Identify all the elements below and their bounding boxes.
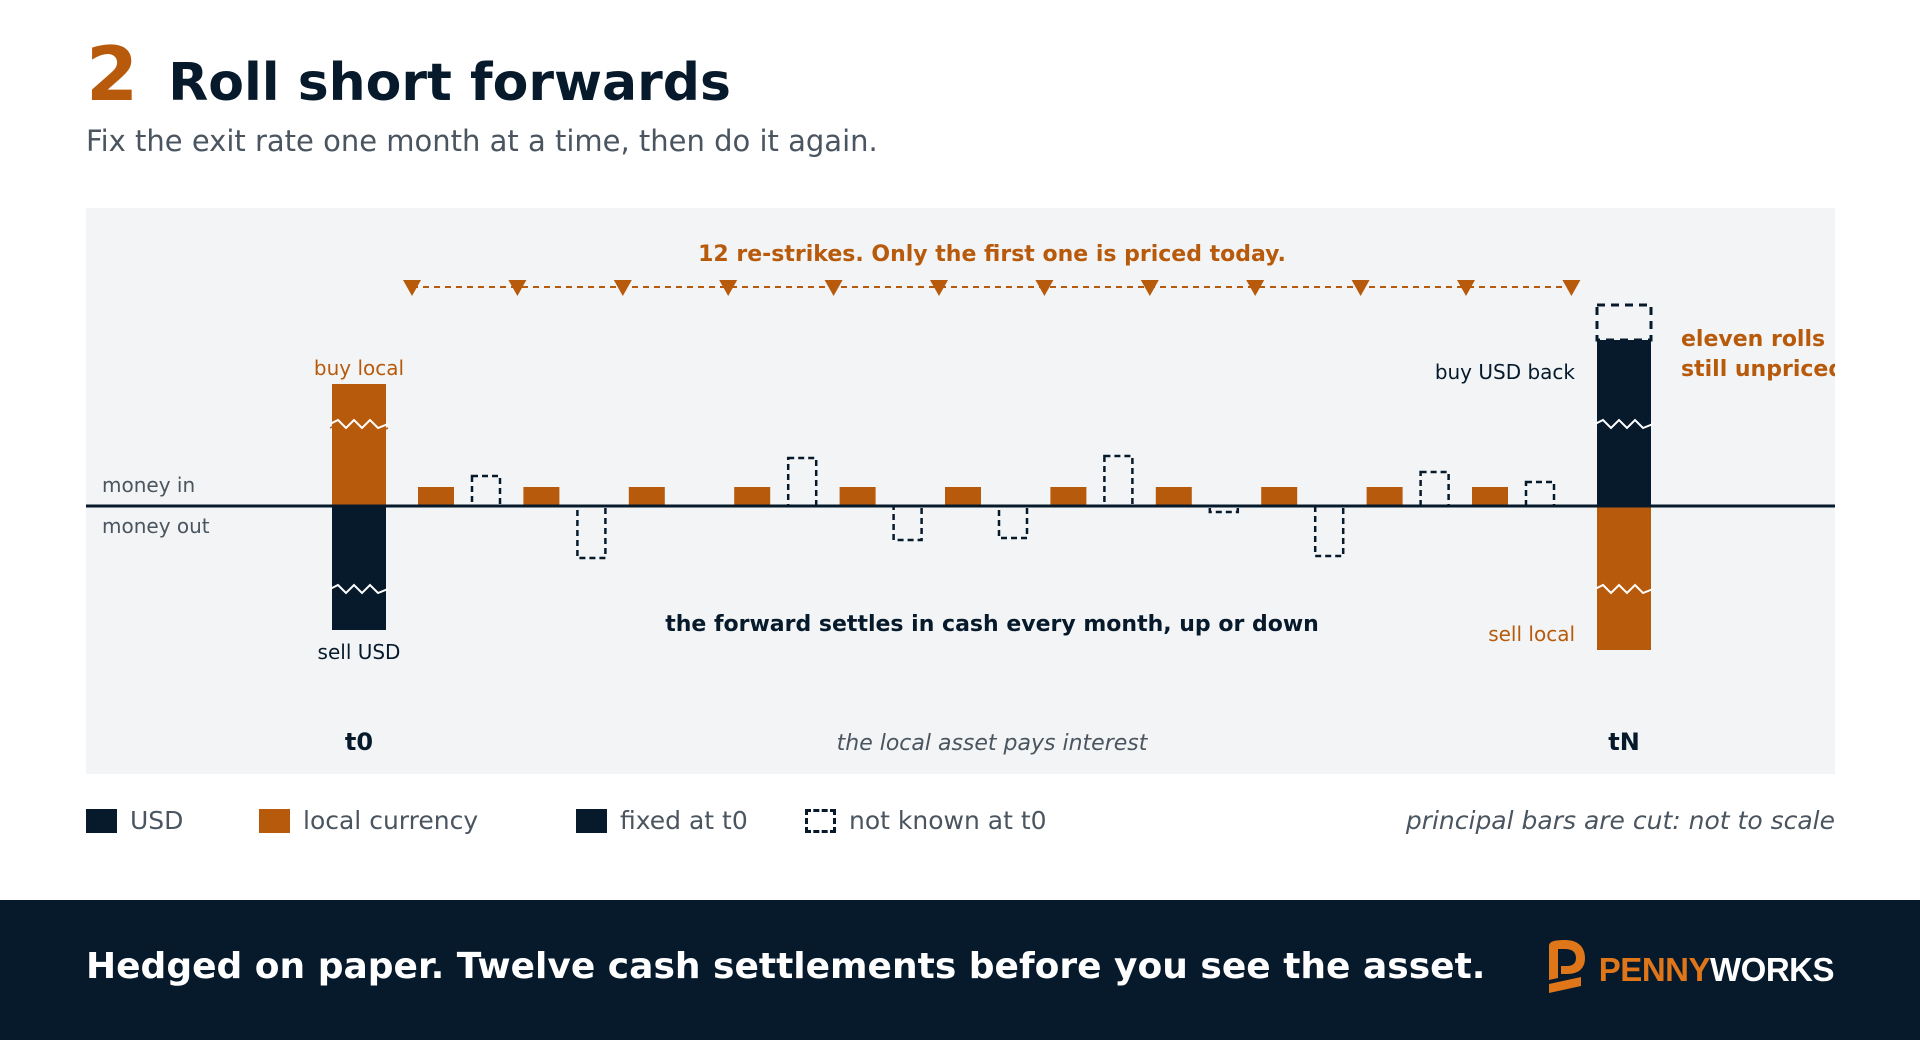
logo-part1: PENNY [1598,951,1711,988]
left-bottom-label: sell USD [318,640,401,664]
step-number: 2 [86,30,139,118]
fixed-swatch [576,808,607,833]
monthly-bars [418,454,1556,560]
page-subtitle: Fix the exit rate one month at a time, t… [86,124,878,158]
right-note-line2: still unpriced [1681,357,1835,382]
settlement-bar [1419,470,1450,508]
legend-local-label: local currency [303,806,479,835]
left-buy-local-bar [332,384,386,506]
interest-bar [1366,487,1403,506]
page-title: Roll short forwards [168,53,731,113]
interest-bar [839,487,876,506]
money-in-label: money in [102,473,195,497]
right-top-label: buy USD back [1435,360,1576,384]
right-sell-local-bar [1597,506,1651,650]
interest-bar [628,487,665,506]
usd-swatch [86,808,117,833]
restrike-marker [1246,280,1265,296]
title-row: 2 Roll short forwards [86,30,1846,118]
legend-unknown: not known at t0 [805,806,1047,835]
restrike-marker [1351,280,1370,296]
restrike-marker [613,280,632,296]
logo-part2: WORKS [1710,951,1835,988]
interest-bar [1261,487,1298,506]
left-top-label: buy local [314,356,404,380]
right-bottom-label: sell local [1488,622,1575,646]
restrike-markers [403,280,1581,296]
legend-unknown-label: not known at t0 [849,806,1047,835]
left-bottom-cut-mark [329,583,389,595]
middle-caption: the forward settles in cash every month,… [665,612,1319,637]
restrike-marker [824,280,843,296]
restrike-marker [1140,280,1159,296]
right-bottom-cut-mark [1594,583,1654,595]
settlement-bar [786,456,818,508]
left-sell-usd-bar [332,506,386,630]
diagram-panel: 12 re-strikes. Only the first one is pri… [86,208,1835,774]
interest-bar [945,487,981,506]
restrike-marker [930,280,948,296]
settlement-bar [892,504,923,542]
legend-usd: USD [86,806,183,835]
interest-bar [523,487,560,506]
left-top-cut-mark [329,418,389,430]
cashflow-diagram: 12 re-strikes. Only the first one is pri… [86,242,1835,756]
restrike-marker [1457,280,1475,296]
settlement-bar [576,504,607,560]
interest-bar [1155,487,1192,506]
right-top-cut-mark [1594,418,1654,430]
restrike-marker [719,280,738,296]
settlement-bar [1103,454,1134,508]
footer-text: Hedged on paper. Twelve cash settlements… [86,946,1486,987]
right-note-line1: eleven rolls [1681,327,1825,352]
left-top-cut-mark-shadow [329,422,389,434]
logo-wordmark: PENNYWORKS [1598,951,1835,989]
restrike-caption: 12 re-strikes. Only the first one is pri… [698,242,1286,267]
interest-bar [734,487,771,506]
right-buy-usd-bar [1597,328,1651,506]
restrike-marker [403,280,421,296]
legend-local: local currency [259,806,478,835]
footer-banner: Hedged on paper. Twelve cash settlements… [0,900,1920,1040]
settlement-bar [1524,480,1556,508]
settlement-bar [1313,504,1345,558]
start-time-label: t0 [345,728,373,756]
restrike-marker [1035,280,1054,296]
legend-note: principal bars are cut: not to scale [1405,806,1835,835]
pennyworks-logo-icon [1548,940,1585,993]
interest-bar [418,487,454,506]
interest-caption: the local asset pays interest [837,731,1149,756]
header: 2 Roll short forwards Fix the exit rate … [86,30,1846,158]
restrike-marker [508,280,527,296]
legend-fixed-label: fixed at t0 [620,806,748,835]
interest-bar [1472,487,1508,506]
local-swatch [259,808,290,833]
legend-usd-label: USD [130,806,184,835]
legend-fixed: fixed at t0 [576,806,748,835]
end-time-label: tN [1608,728,1640,756]
unknown-swatch [805,808,836,833]
legend: USD local currency fixed at t0 not known… [86,806,1835,840]
settlement-bar [470,474,502,508]
right-unknown-cap [1595,303,1653,342]
restrike-marker [1562,280,1581,296]
settlement-bar [997,504,1029,540]
pennyworks-logo: PENNYWORKS [1543,940,1835,1000]
money-out-label: money out [102,514,210,538]
interest-bar [1050,487,1087,506]
